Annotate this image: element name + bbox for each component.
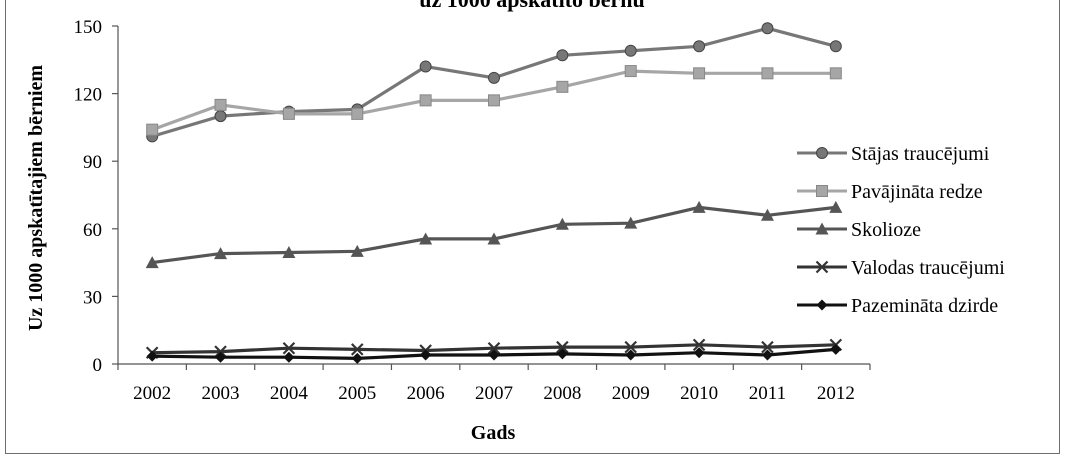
data-point bbox=[692, 200, 706, 213]
data-point bbox=[556, 348, 568, 360]
series-layer bbox=[145, 22, 843, 364]
y-tick-label: 120 bbox=[74, 85, 103, 106]
legend-item: Stājas traucējumi bbox=[797, 143, 990, 165]
data-point bbox=[351, 107, 364, 120]
x-tick-label: 2006 bbox=[407, 383, 445, 404]
data-point bbox=[624, 216, 638, 229]
x-tick-label: 2002 bbox=[133, 383, 171, 404]
data-point bbox=[761, 349, 773, 361]
data-point bbox=[350, 343, 364, 356]
data-point bbox=[214, 98, 227, 111]
x-tick-label: 2012 bbox=[817, 383, 855, 404]
legend: Stājas traucējumi Pavājināta redze Skolioz… bbox=[797, 143, 1005, 317]
legend-item: Pavājināta redze bbox=[797, 181, 983, 203]
x-tick-label: 2011 bbox=[749, 383, 786, 404]
x-tick-label: 2007 bbox=[475, 383, 513, 404]
data-point bbox=[214, 110, 227, 123]
data-point bbox=[419, 232, 433, 245]
data-point bbox=[146, 350, 158, 362]
data-point bbox=[624, 65, 637, 78]
legend-label: Skolioze bbox=[851, 219, 921, 241]
axes: 0 30 60 90 120 150 2002 2003 2004 2005 2006 2007 200… bbox=[74, 17, 871, 404]
series-skolioze bbox=[145, 200, 843, 269]
data-point bbox=[829, 40, 842, 53]
data-point bbox=[624, 44, 637, 57]
data-point bbox=[488, 94, 500, 107]
legend-marker bbox=[815, 260, 829, 274]
data-point bbox=[351, 352, 363, 364]
data-point bbox=[419, 60, 432, 73]
data-point bbox=[624, 340, 638, 354]
data-point bbox=[829, 67, 842, 80]
data-point bbox=[761, 340, 774, 354]
y-tick-label: 60 bbox=[83, 220, 102, 241]
legend-marker bbox=[815, 222, 829, 235]
data-point bbox=[282, 341, 296, 355]
legend-marker bbox=[816, 185, 828, 197]
legend-label: Valodas traucējumi bbox=[851, 257, 1005, 279]
data-point bbox=[487, 341, 501, 355]
data-point bbox=[419, 94, 432, 107]
series-pazeminata-dzirde bbox=[146, 343, 842, 364]
legend-item: Skolioze bbox=[797, 219, 921, 241]
data-point bbox=[556, 80, 569, 93]
data-point bbox=[214, 247, 228, 260]
data-point bbox=[761, 22, 774, 35]
data-point bbox=[556, 49, 569, 62]
data-point bbox=[829, 200, 843, 213]
data-point bbox=[214, 345, 227, 358]
x-tick-label: 2008 bbox=[543, 383, 581, 404]
data-point bbox=[625, 349, 637, 361]
chart-border bbox=[5, 0, 1060, 454]
data-point bbox=[693, 67, 706, 80]
y-tick-label: 90 bbox=[83, 152, 102, 173]
y-tick-label: 30 bbox=[83, 287, 102, 308]
legend-item: Valodas traucējumi bbox=[797, 257, 1005, 279]
legend-label: Pavājināta redze bbox=[851, 181, 983, 203]
data-point bbox=[693, 40, 706, 53]
data-point bbox=[555, 217, 569, 230]
legend-label: Pazemināta dzirde bbox=[851, 295, 998, 317]
data-point bbox=[282, 245, 296, 258]
x-tick-label: 2003 bbox=[202, 383, 240, 404]
data-point bbox=[488, 71, 500, 84]
data-point bbox=[145, 256, 159, 269]
chart-title: uz 1000 apskatīto bērnu bbox=[419, 0, 645, 12]
legend-marker bbox=[816, 299, 828, 311]
data-point bbox=[830, 343, 842, 355]
data-point bbox=[350, 244, 364, 257]
data-point bbox=[283, 351, 295, 363]
x-tick-label: 2005 bbox=[338, 383, 376, 404]
legend-marker bbox=[816, 147, 828, 159]
data-point bbox=[488, 349, 500, 361]
data-point bbox=[420, 349, 432, 361]
data-point bbox=[760, 208, 774, 221]
y-axis-label: Uz 1000 apskatītajiem bērniem bbox=[25, 65, 47, 331]
series-stajas-traucejumi bbox=[146, 22, 842, 143]
x-tick-label: 2010 bbox=[680, 383, 718, 404]
data-point bbox=[487, 232, 501, 245]
y-tick-label: 0 bbox=[93, 355, 103, 376]
data-point bbox=[556, 340, 569, 354]
data-point bbox=[282, 107, 295, 120]
y-tick-label: 150 bbox=[74, 17, 103, 38]
data-point bbox=[693, 347, 705, 359]
legend-label: Stājas traucējumi bbox=[851, 143, 990, 165]
legend-item: Pazemināta dzirde bbox=[797, 295, 998, 317]
data-point bbox=[146, 123, 159, 136]
data-point bbox=[215, 351, 227, 363]
x-tick-label: 2009 bbox=[612, 383, 650, 404]
series-pavajinata-redze bbox=[146, 65, 842, 136]
data-point bbox=[761, 67, 774, 80]
x-tick-label: 2004 bbox=[270, 383, 309, 404]
data-point bbox=[692, 338, 706, 352]
x-axis-label: Gads bbox=[471, 422, 516, 444]
